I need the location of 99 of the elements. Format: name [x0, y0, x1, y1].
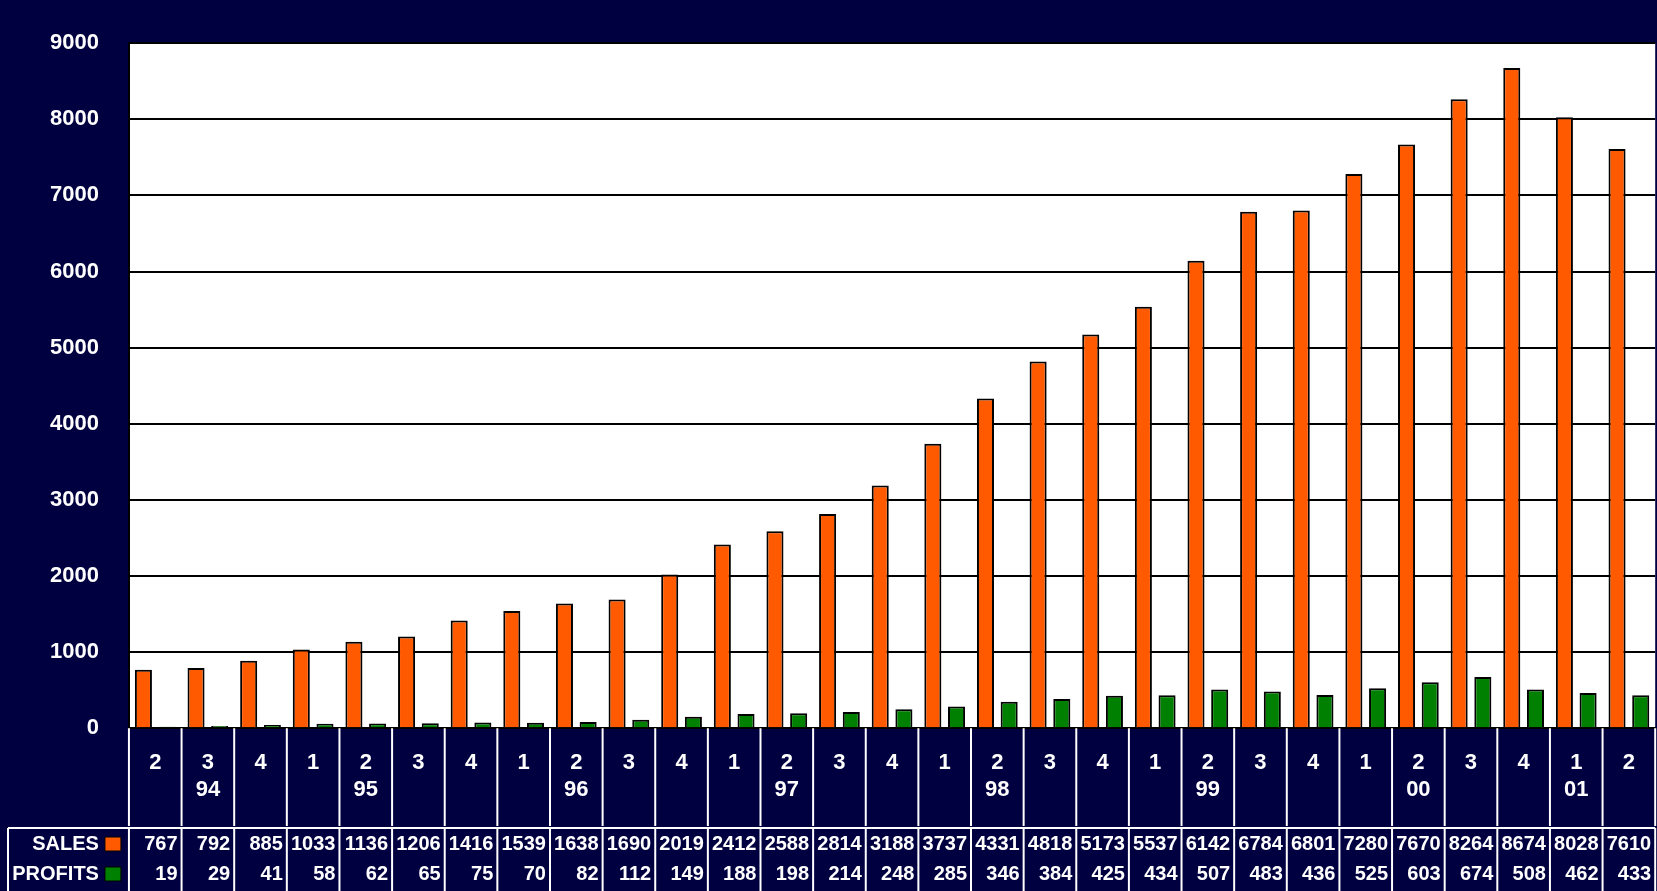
data-label: 8264	[1448, 831, 1495, 854]
data-label: 434	[1144, 861, 1179, 884]
data-label: 483	[1249, 861, 1283, 884]
data-label: 767	[144, 831, 178, 854]
data-label: 1690	[606, 831, 652, 854]
x-tick-label: 4	[885, 749, 899, 775]
data-label: 3188	[869, 831, 915, 854]
data-label: 1136	[344, 831, 389, 854]
data-label: 2019	[659, 831, 704, 854]
data-label: 346	[986, 861, 1020, 884]
x-tick-label: 1	[1149, 749, 1162, 775]
x-tick-label: 3	[622, 749, 636, 775]
x-tick-label: 4	[675, 749, 689, 775]
data-label: 1638	[554, 831, 599, 854]
x-tick-label: 1	[728, 749, 741, 775]
y-tick-label: 5000	[49, 333, 99, 359]
data-label: 674	[1459, 861, 1495, 884]
x-tick-label: 4	[1096, 749, 1110, 775]
x-tick-label: 2 99	[1195, 749, 1221, 801]
data-label: 214	[828, 861, 863, 884]
y-tick-label: 3000	[49, 485, 99, 511]
data-label: 58	[313, 861, 336, 884]
data-label: 112	[618, 861, 652, 884]
data-label: 1206	[396, 831, 441, 854]
data-label: 3737	[922, 831, 968, 854]
x-tick-label: 4	[464, 749, 478, 775]
x-tick-label: 3 94	[195, 749, 221, 801]
data-label: 62	[365, 861, 389, 884]
data-label: 508	[1512, 861, 1546, 884]
data-label: 792	[196, 831, 231, 854]
y-tick-label: 1000	[49, 638, 99, 664]
data-label: 525	[1354, 861, 1389, 884]
x-tick-label: 3	[833, 749, 846, 775]
x-tick-label: 4	[1306, 749, 1320, 775]
y-tick-label: 9000	[49, 29, 99, 55]
data-label: 7610	[1606, 831, 1652, 854]
y-tick-label: 2000	[49, 562, 99, 588]
data-label: 6801	[1290, 831, 1336, 854]
x-tick-label: 2 97	[774, 749, 800, 801]
data-label: 436	[1302, 861, 1336, 884]
data-label: 2814	[817, 831, 863, 854]
data-label: 5537	[1133, 831, 1178, 854]
x-tick-label: 2	[149, 749, 162, 775]
x-tick-label: 2 98	[985, 749, 1010, 801]
data-label: 384	[1038, 861, 1074, 884]
x-tick-label: 1	[517, 749, 530, 775]
y-tick-label: 4000	[49, 409, 99, 435]
y-tick-label: 7000	[49, 181, 99, 207]
x-tick-label: 1	[1359, 749, 1372, 775]
data-label: 75	[471, 861, 494, 884]
data-label: 7670	[1396, 831, 1441, 854]
data-label: 433	[1617, 861, 1652, 884]
data-label: 8028	[1554, 831, 1599, 854]
x-tick-label: 4	[1517, 749, 1531, 775]
data-label: 19	[155, 861, 178, 884]
y-tick-label: 0	[86, 714, 99, 740]
data-label: 41	[260, 861, 283, 884]
data-label: 6142	[1185, 831, 1231, 854]
data-label: 198	[775, 861, 810, 884]
data-label: 188	[723, 861, 757, 884]
x-tick-label: 3	[1464, 749, 1478, 775]
x-tick-label: 3	[1254, 749, 1267, 775]
x-tick-label: 2 96	[564, 749, 589, 801]
x-tick-label: 1 01	[1564, 749, 1589, 801]
data-label: 248	[881, 861, 915, 884]
data-label: 603	[1407, 861, 1441, 884]
data-label: 29	[207, 861, 231, 884]
x-tick-label: 2	[1622, 749, 1636, 775]
data-label: 1416	[448, 831, 494, 854]
data-label: 462	[1565, 861, 1599, 884]
x-tick-label: 4	[254, 749, 268, 775]
legend-label: PROFITS	[12, 861, 99, 884]
data-label: 4818	[1027, 831, 1073, 854]
data-label: 1539	[501, 831, 546, 854]
data-label: 7280	[1343, 831, 1389, 854]
data-label: 1033	[290, 831, 336, 854]
x-tick-label: 3	[1043, 749, 1057, 775]
x-tick-label: 2 95	[353, 749, 379, 801]
data-label: 885	[249, 831, 283, 854]
data-label: 425	[1091, 861, 1125, 884]
data-label: 8674	[1501, 831, 1547, 854]
y-tick-label: 6000	[49, 257, 99, 283]
legend-label: SALES	[32, 831, 99, 854]
data-label: 70	[523, 861, 546, 884]
data-label: 507	[1196, 861, 1231, 884]
data-label: 5173	[1080, 831, 1125, 854]
x-tick-label: 3	[412, 749, 425, 775]
x-tick-label: 1	[307, 749, 320, 775]
x-tick-label: 1	[938, 749, 951, 775]
data-label: 65	[418, 861, 441, 884]
data-label: 6784	[1238, 831, 1284, 854]
data-label: 2588	[764, 831, 810, 854]
data-label: 4331	[975, 831, 1020, 854]
data-label: 2412	[712, 831, 757, 854]
x-tick-label: 2 00	[1406, 749, 1431, 801]
data-label: 82	[576, 861, 599, 884]
y-tick-label: 8000	[49, 105, 99, 131]
data-label: 149	[670, 861, 704, 884]
data-label: 285	[933, 861, 968, 884]
